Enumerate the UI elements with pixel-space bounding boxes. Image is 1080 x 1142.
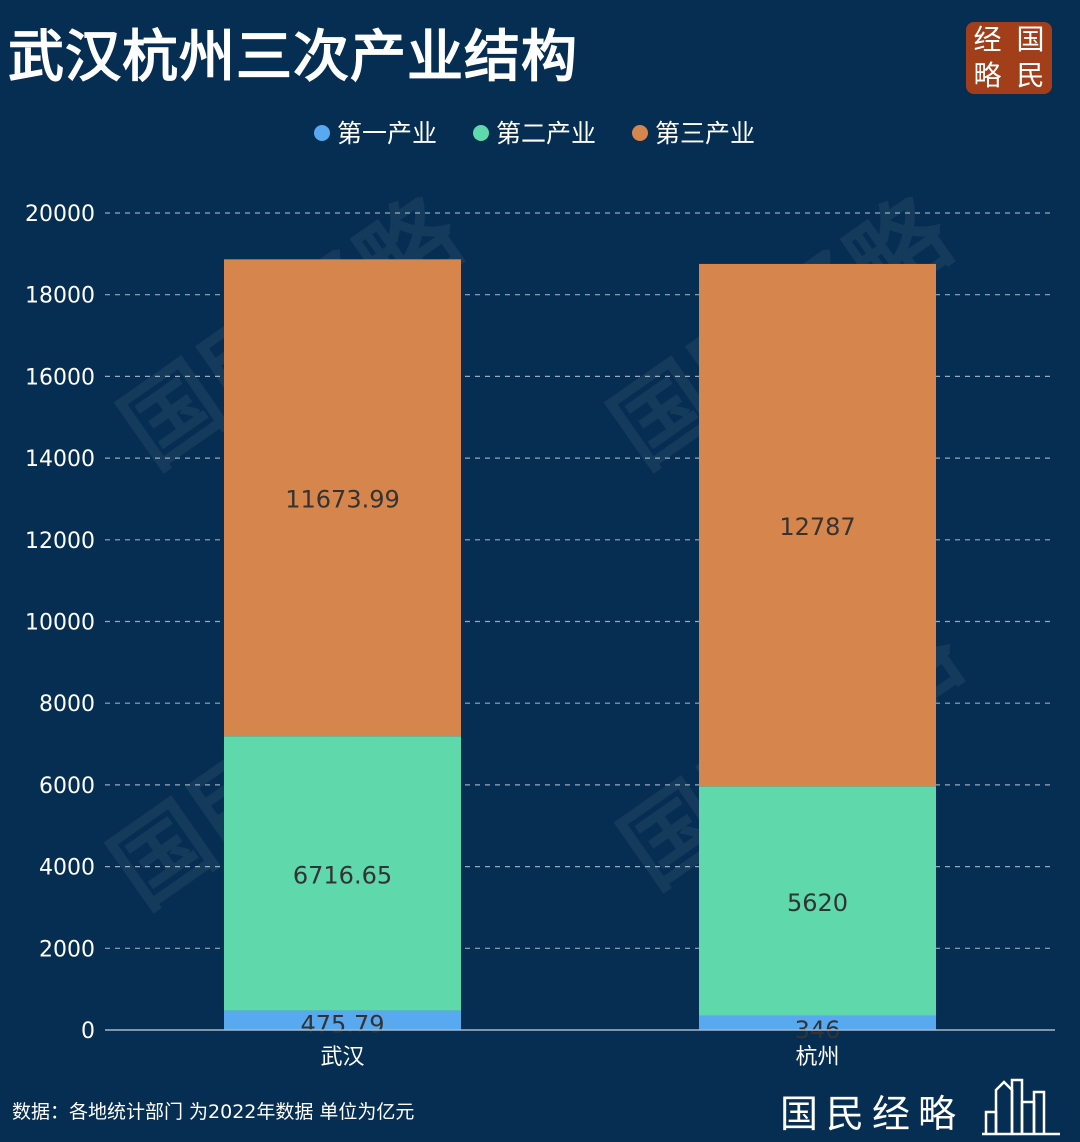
data-label: 475.79 [301, 1011, 385, 1039]
data-label: 12787 [779, 513, 855, 541]
y-tick-label: 8000 [39, 692, 95, 717]
chart-title: 武汉杭州三次产业结构 [8, 25, 578, 90]
data-source-note: 数据：各地统计部门 为2022年数据 单位为亿元 [12, 1101, 415, 1123]
y-tick-label: 12000 [25, 529, 95, 554]
seal-char: 民 [1016, 59, 1045, 92]
y-tick-label: 10000 [25, 611, 95, 636]
legend-marker [632, 125, 648, 141]
x-tick-label: 杭州 [795, 1045, 839, 1070]
seal-char: 经 [973, 23, 1002, 56]
data-label: 6716.65 [293, 861, 392, 889]
legend-label: 第二产业 [496, 119, 596, 148]
bar-segment [224, 736, 461, 1011]
y-tick-label: 18000 [25, 284, 95, 309]
y-tick-label: 20000 [25, 202, 95, 227]
legend-label: 第一产业 [337, 119, 437, 148]
footer-brand-logo: 国民经略 [780, 1092, 965, 1136]
y-tick-label: 16000 [25, 365, 95, 390]
bar-segment [699, 1015, 936, 1030]
y-tick-label: 4000 [39, 856, 95, 881]
bar-segment [224, 259, 461, 737]
legend-marker [314, 125, 330, 141]
data-label: 5620 [787, 889, 848, 917]
bar-segment [224, 1010, 461, 1030]
bar-segment [699, 786, 936, 1016]
data-label: 11673.99 [285, 486, 400, 514]
y-tick-label: 2000 [39, 937, 95, 962]
skyline-icon [982, 1078, 1060, 1136]
legend-label: 第三产业 [655, 119, 755, 148]
bar-segment [699, 263, 936, 787]
y-tick-label: 14000 [25, 447, 95, 472]
legend-marker [473, 125, 489, 141]
seal-char: 国 [1016, 23, 1045, 56]
brand-seal-logo: 经 国 略 民 [966, 22, 1052, 94]
seal-char: 略 [973, 59, 1002, 92]
x-tick-label: 武汉 [320, 1045, 364, 1070]
y-tick-label: 6000 [39, 774, 95, 799]
y-tick-label: 0 [81, 1019, 95, 1044]
